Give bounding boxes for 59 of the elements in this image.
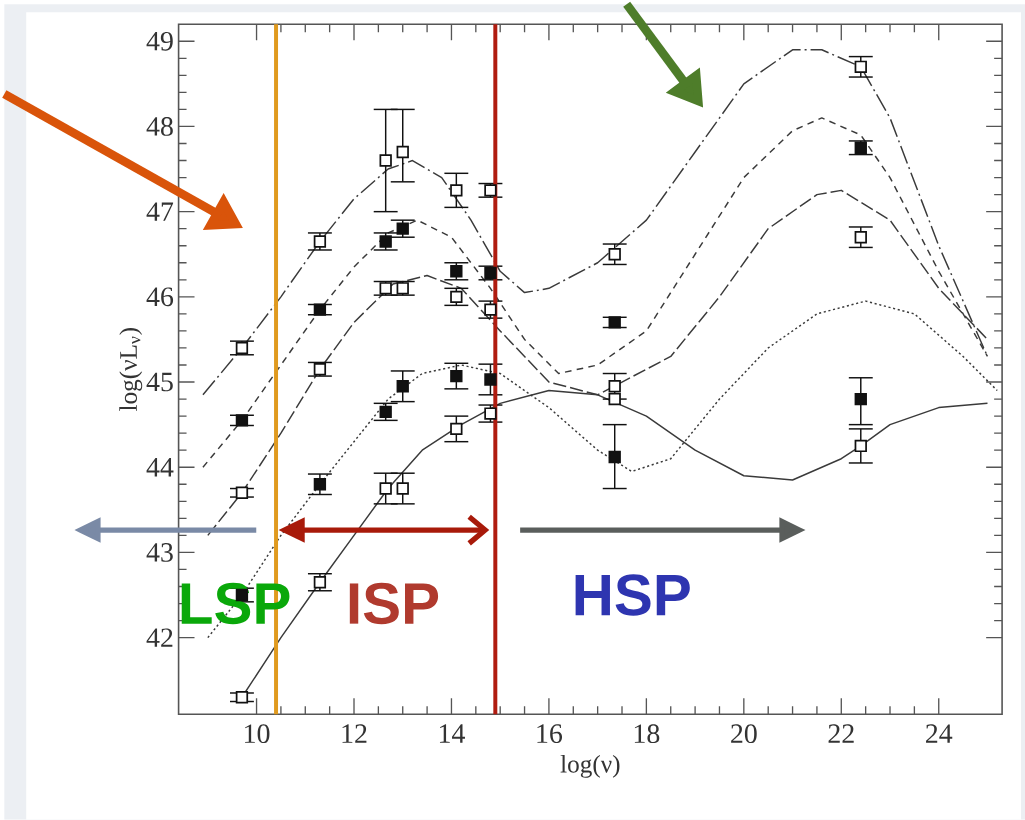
point xyxy=(484,407,497,420)
point xyxy=(450,422,463,436)
point xyxy=(313,576,327,589)
point xyxy=(396,482,409,495)
point xyxy=(379,405,392,419)
x-tick-label: 18 xyxy=(634,724,660,744)
point xyxy=(396,282,409,295)
y-tick-label: 42 xyxy=(146,628,173,647)
y-tick-label: 48 xyxy=(146,117,173,136)
point xyxy=(854,141,867,155)
point xyxy=(235,691,249,704)
point xyxy=(484,184,497,197)
point xyxy=(396,145,409,159)
point xyxy=(854,60,867,74)
point xyxy=(379,282,392,295)
y-tick-label: 46 xyxy=(146,287,174,307)
point xyxy=(379,482,392,495)
point xyxy=(484,373,497,386)
point xyxy=(608,392,621,406)
annotation: HSP xyxy=(575,574,690,616)
point xyxy=(235,486,249,500)
point xyxy=(450,369,463,383)
point xyxy=(608,316,621,329)
point xyxy=(313,478,327,491)
point xyxy=(854,439,867,453)
x-tick-label: 24 xyxy=(926,724,953,743)
point xyxy=(854,392,867,406)
point xyxy=(379,235,392,248)
point xyxy=(484,303,497,316)
point xyxy=(313,303,327,316)
point xyxy=(379,154,392,167)
point xyxy=(313,235,327,248)
y-axis-title: log(νL$_{ν}$) xyxy=(119,328,143,412)
y-tick-label: 44 xyxy=(146,458,174,477)
point xyxy=(608,380,621,393)
x-tick-label: 16 xyxy=(537,724,563,744)
point xyxy=(396,222,409,235)
x-tick-label: 22 xyxy=(828,724,854,743)
x-axis-title: log(ν) xyxy=(560,754,620,778)
y-tick-label: 49 xyxy=(146,31,173,51)
point xyxy=(450,265,463,278)
x-tick-label: 12 xyxy=(342,724,367,743)
point xyxy=(484,266,497,280)
point xyxy=(235,341,249,355)
point xyxy=(450,290,463,304)
annotation: ISP xyxy=(349,582,439,625)
point xyxy=(854,231,867,244)
y-tick-label: 47 xyxy=(146,202,174,221)
point xyxy=(608,450,621,464)
point xyxy=(608,248,621,261)
x-tick-label: 14 xyxy=(439,724,465,743)
point xyxy=(313,363,327,376)
point xyxy=(235,414,249,427)
point xyxy=(396,380,409,393)
y-tick-label: 43 xyxy=(146,543,173,562)
x-tick-label: 10 xyxy=(245,724,270,744)
point xyxy=(450,184,463,197)
y-tick-label: 45 xyxy=(146,372,173,392)
x-tick-label: 20 xyxy=(731,724,757,744)
